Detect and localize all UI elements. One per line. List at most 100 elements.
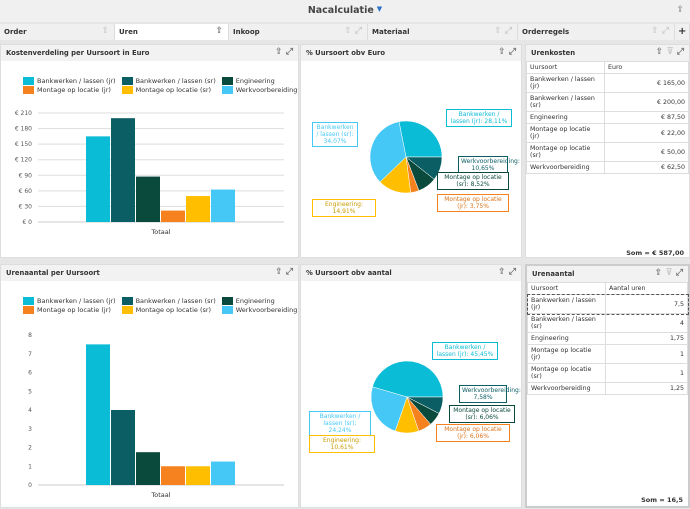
legend-item[interactable]: Bankwerken / lassen (jr) (23, 77, 116, 85)
share-icon[interactable]: ⇪ ⤢ (275, 267, 293, 277)
legend-label: Montage op locatie (sr) (135, 86, 212, 94)
table-row[interactable]: Bankwerken / lassen (jr) 7,5 (526, 293, 689, 315)
bar-chart: 0 1 2 3 4 5 6 7 8 Totaal (28, 332, 284, 499)
cell-value: 4 (605, 313, 688, 333)
legend-item[interactable]: Engineering (221, 77, 298, 85)
pie-slice[interactable] (369, 121, 407, 183)
legend-item[interactable]: Bankwerken / lassen (sr) (121, 77, 216, 85)
y-tick-label: € 210 (15, 110, 32, 117)
column-header[interactable]: Aantal uren (605, 282, 688, 295)
pie-chart (370, 360, 444, 434)
filter-clear-icon[interactable]: ⊽ (665, 268, 673, 278)
bar[interactable] (186, 466, 210, 485)
legend-item[interactable]: Bankwerken / lassen (sr) (121, 297, 216, 305)
cell-uursoort: Bankwerken / lassen (jr) (527, 294, 606, 314)
bar[interactable] (211, 461, 235, 485)
y-tick-label: € 120 (15, 157, 32, 164)
legend-item[interactable]: Montage op locatie (sr) (121, 86, 216, 94)
legend-label: Engineering (235, 297, 275, 305)
legend-item[interactable]: Montage op locatie (jr) (23, 306, 116, 314)
y-tick-label: 4 (28, 407, 32, 414)
tab-inkoop[interactable]: Inkoop ⇪ ⤢ (229, 24, 368, 40)
table-row[interactable]: Engineering 1,75 (527, 332, 688, 345)
tab-order[interactable]: Order ⇪ (0, 24, 115, 40)
share-icon[interactable]: ⇪ ⤢ (651, 26, 669, 36)
legend-label: Bankwerken / lassen (sr) (135, 77, 216, 85)
y-tick-label: 3 (28, 426, 32, 433)
legend-item[interactable]: Engineering (221, 297, 298, 305)
pie-label: Bankwerken / lassen (sr): 34,07% (312, 122, 358, 147)
share-icon[interactable]: ⇪ (215, 26, 223, 36)
share-icon[interactable]: ⇪ ⊽ ⤢ (654, 268, 683, 278)
pie-slice[interactable] (398, 120, 443, 158)
bar[interactable] (211, 189, 235, 222)
bar[interactable] (136, 452, 160, 485)
panel-urenaantal: Urenaantal ⇪ ⊽ ⤢ Uursoort Aantal uren Bankw… (525, 264, 690, 508)
legend-swatch (221, 306, 233, 314)
filter-clear-icon[interactable]: ⊽ (666, 47, 674, 57)
cell-uursoort: Montage op locatie (sr) (526, 142, 605, 162)
cell-uursoort: Bankwerken / lassen (jr) (526, 73, 605, 93)
share-icon[interactable]: ⇪ (101, 26, 109, 36)
total: Som = 16,5 (641, 496, 683, 504)
cell-value: € 165,00 (604, 73, 689, 93)
table-row[interactable]: Montage op locatie (jr) € 22,00 (526, 123, 689, 143)
pie-slice[interactable] (372, 360, 444, 398)
tab-materiaal[interactable]: Materiaal ⇪ ⤢ (368, 24, 518, 40)
table-row[interactable]: Bankwerken / lassen (jr) € 165,00 (526, 73, 689, 93)
tab-orderregels[interactable]: Orderregels ⇪ ⤢ (518, 24, 675, 40)
legend-swatch (121, 306, 133, 314)
bar[interactable] (111, 410, 135, 485)
bar[interactable] (86, 136, 110, 222)
pie-slice[interactable] (370, 386, 408, 432)
legend-swatch (121, 86, 133, 94)
bar[interactable] (161, 210, 185, 222)
panel-header: Urenaantal per Uursoort ⇪ ⤢ (1, 265, 298, 281)
bar[interactable] (111, 118, 135, 222)
bar[interactable] (136, 176, 160, 222)
cell-value: 1,25 (605, 382, 688, 395)
tab-uren[interactable]: Uren ⇪ (115, 24, 229, 40)
table-row[interactable]: Werkvoorbereiding € 62,50 (526, 161, 689, 174)
share-icon[interactable]: ⇪ ⤢ (498, 267, 516, 277)
panel-kosten-bar: Kostenverdeling per Uursoort in Euro ⇪ ⤢ … (0, 44, 299, 258)
cell-uursoort: Werkvoorbereiding (526, 161, 605, 174)
legend-item[interactable]: Werkvoorbereiding (221, 86, 297, 94)
page-title: Nacalculatie ▼ (307, 5, 383, 16)
share-icon[interactable]: ⇪ ⊽ ⤢ (655, 47, 684, 57)
column-header[interactable]: Uursoort (527, 282, 606, 295)
share-icon[interactable]: ⇪ ⤢ (275, 47, 293, 57)
bar[interactable] (186, 196, 210, 222)
share-icon[interactable]: ⇪ ⤢ (344, 26, 362, 36)
table-row[interactable]: Werkvoorbereiding 1,25 (527, 382, 688, 395)
y-tick-label: € 150 (15, 141, 32, 148)
table-row[interactable]: Montage op locatie (sr) 1 (527, 363, 688, 383)
table-row[interactable]: Montage op locatie (sr) € 50,00 (526, 142, 689, 162)
y-tick-label: 7 (28, 351, 32, 358)
legend-item[interactable]: Werkvoorbereiding (221, 306, 297, 314)
table-row[interactable]: Bankwerken / lassen (sr) € 200,00 (526, 92, 689, 112)
table-row[interactable]: Engineering € 87,50 (526, 111, 689, 124)
filter-icon[interactable]: ▼ (376, 5, 383, 13)
share-icon[interactable]: ⇪ ⤢ (498, 47, 516, 57)
cell-value: € 200,00 (604, 92, 689, 112)
share-icon[interactable]: ⇪ (676, 5, 684, 15)
x-tick-label: Totaal (150, 228, 170, 236)
bar[interactable] (161, 466, 185, 485)
table-row[interactable]: Montage op locatie (jr) 1 (527, 344, 688, 364)
legend-item[interactable]: Bankwerken / lassen (jr) (23, 297, 116, 305)
legend-label: Montage op locatie (jr) (37, 306, 111, 314)
panel-header: Kostenverdeling per Uursoort in Euro ⇪ ⤢ (1, 45, 298, 61)
table-header: Uursoort Aantal uren (527, 282, 688, 295)
bar-chart: € 0 € 30 € 60 € 90 € 120 € 150 € 180 € 210 Totaa… (15, 110, 284, 236)
table-row[interactable]: Bankwerken / lassen (sr) 4 (527, 313, 688, 333)
x-tick-label: Totaal (150, 491, 170, 499)
add-tab-button[interactable]: + (675, 24, 690, 40)
legend: Bankwerken / lassen (jr) Bankwerken / las… (23, 297, 297, 314)
legend-item[interactable]: Montage op locatie (jr) (23, 86, 116, 94)
share-icon[interactable]: ⇪ ⤢ (494, 26, 512, 36)
column-header[interactable]: Euro (604, 61, 689, 74)
bar[interactable] (86, 344, 110, 485)
legend-item[interactable]: Montage op locatie (sr) (121, 306, 216, 314)
column-header[interactable]: Uursoort (526, 61, 605, 74)
